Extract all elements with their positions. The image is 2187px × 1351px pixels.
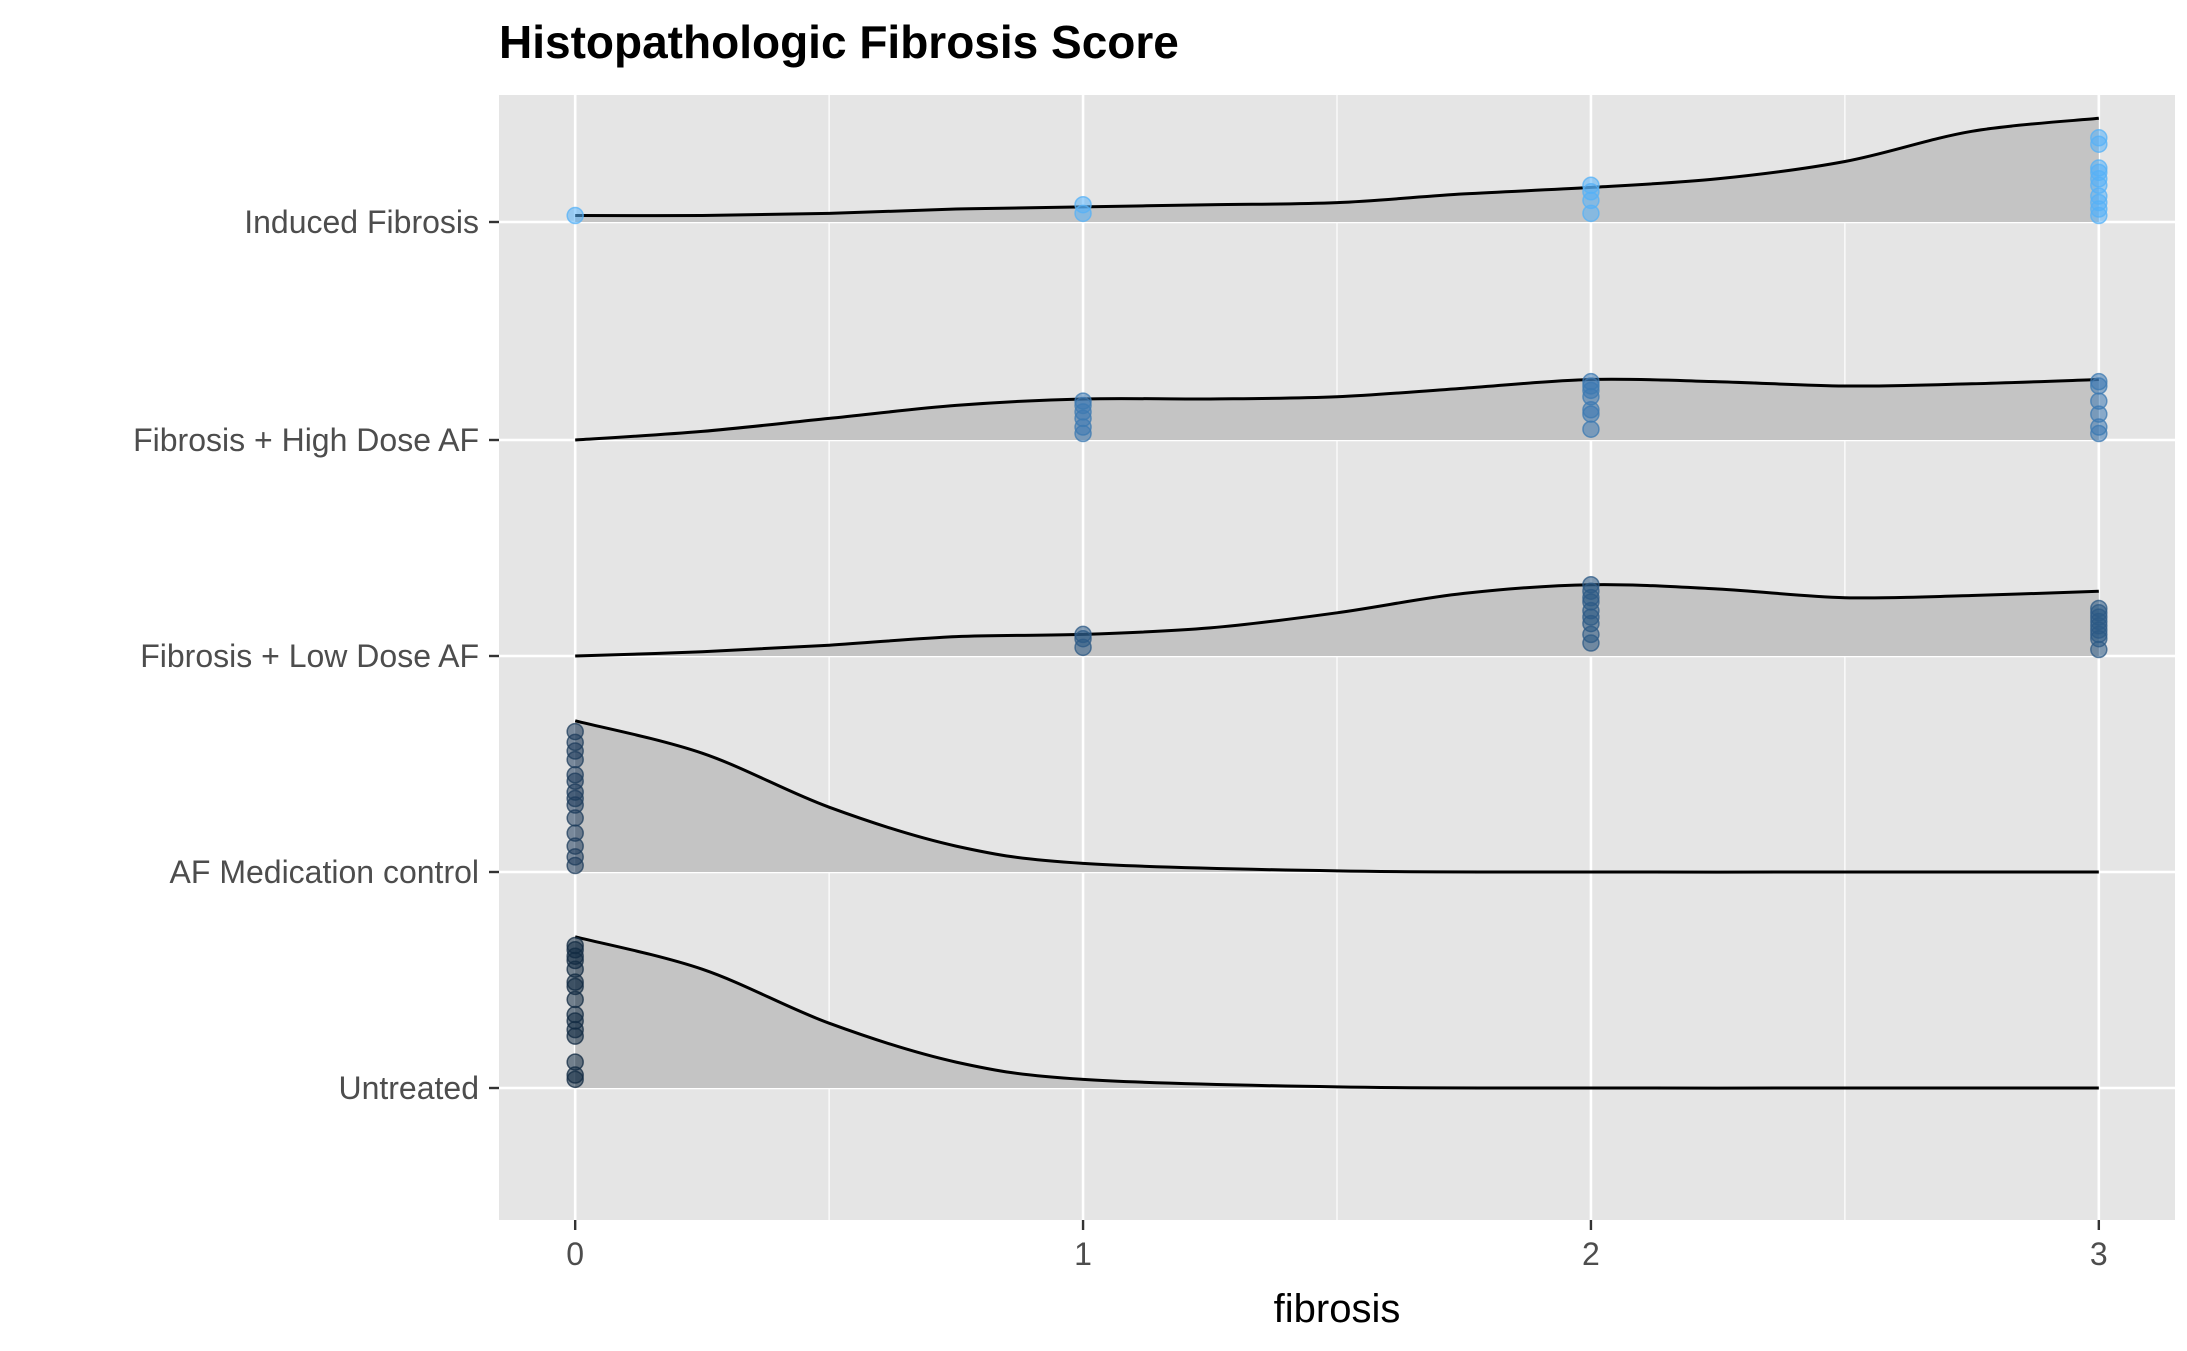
data-point <box>2090 372 2108 391</box>
density-line <box>575 116 2099 218</box>
ridge-fibrosis-high-dose-af <box>575 372 2108 443</box>
density-line <box>575 377 2099 442</box>
density-line <box>575 583 2099 658</box>
data-point <box>1074 625 1092 644</box>
data-point <box>1582 372 1600 391</box>
density-area <box>575 118 2099 222</box>
data-point <box>2090 599 2108 618</box>
y-axis: Untreated AF Medication control Fibrosis +… <box>133 204 499 1106</box>
x-tick-label: 3 <box>2090 1236 2108 1272</box>
data-point <box>2090 159 2108 177</box>
density-area <box>575 720 2099 873</box>
data-point <box>1582 420 1600 438</box>
data-point <box>566 824 584 842</box>
x-tick-label: 2 <box>1582 1236 1600 1272</box>
data-point <box>2090 129 2108 147</box>
y-tick-label: Induced Fibrosis <box>244 204 479 240</box>
data-point <box>566 1053 584 1071</box>
data-point <box>566 206 584 225</box>
data-point <box>1074 195 1092 214</box>
data-point <box>1582 176 1600 195</box>
ridge-af-medication-control <box>566 719 2099 875</box>
data-point <box>566 1005 584 1024</box>
data-point <box>566 936 584 955</box>
x-axis-label: fibrosis <box>1274 1287 1401 1331</box>
data-point <box>1074 392 1092 410</box>
data-point <box>566 722 584 741</box>
density-area <box>575 936 2099 1089</box>
x-tick-label: 0 <box>566 1236 584 1272</box>
y-tick-label: Fibrosis + High Dose AF <box>133 422 479 458</box>
data-point <box>566 766 584 784</box>
y-tick-label: AF Medication control <box>170 854 479 890</box>
data-point <box>1582 575 1600 594</box>
ridge-induced-fibrosis <box>566 116 2108 225</box>
chart-title: Histopathologic Fibrosis Score <box>499 16 1179 68</box>
y-tick-label: Fibrosis + Low Dose AF <box>140 638 479 674</box>
density-line <box>574 935 2099 1090</box>
ridge-untreated <box>566 935 2099 1090</box>
x-axis: 0 1 2 3 <box>566 1220 2108 1272</box>
density-line <box>574 719 2099 874</box>
density-area <box>575 379 2099 440</box>
ridges <box>566 116 2108 1090</box>
ridge-fibrosis-low-dose-af <box>575 575 2108 659</box>
y-tick-label: Untreated <box>338 1070 479 1106</box>
density-area <box>575 584 2099 656</box>
x-tick-label: 1 <box>1074 1236 1092 1272</box>
data-point <box>2090 392 2108 410</box>
